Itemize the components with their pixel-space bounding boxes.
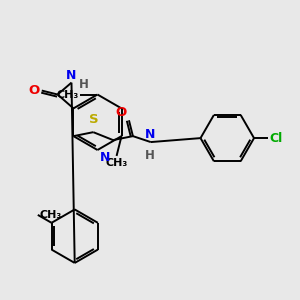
Text: H: H [145, 149, 155, 162]
Text: Cl: Cl [269, 132, 282, 145]
Text: CH₃: CH₃ [56, 89, 79, 100]
Text: S: S [89, 113, 99, 126]
Text: CH₃: CH₃ [105, 158, 128, 168]
Text: CH₃: CH₃ [40, 210, 62, 220]
Text: O: O [116, 106, 127, 119]
Text: O: O [28, 84, 40, 97]
Text: N: N [66, 69, 77, 82]
Text: N: N [145, 128, 155, 141]
Text: H: H [78, 78, 88, 91]
Text: N: N [100, 151, 110, 164]
